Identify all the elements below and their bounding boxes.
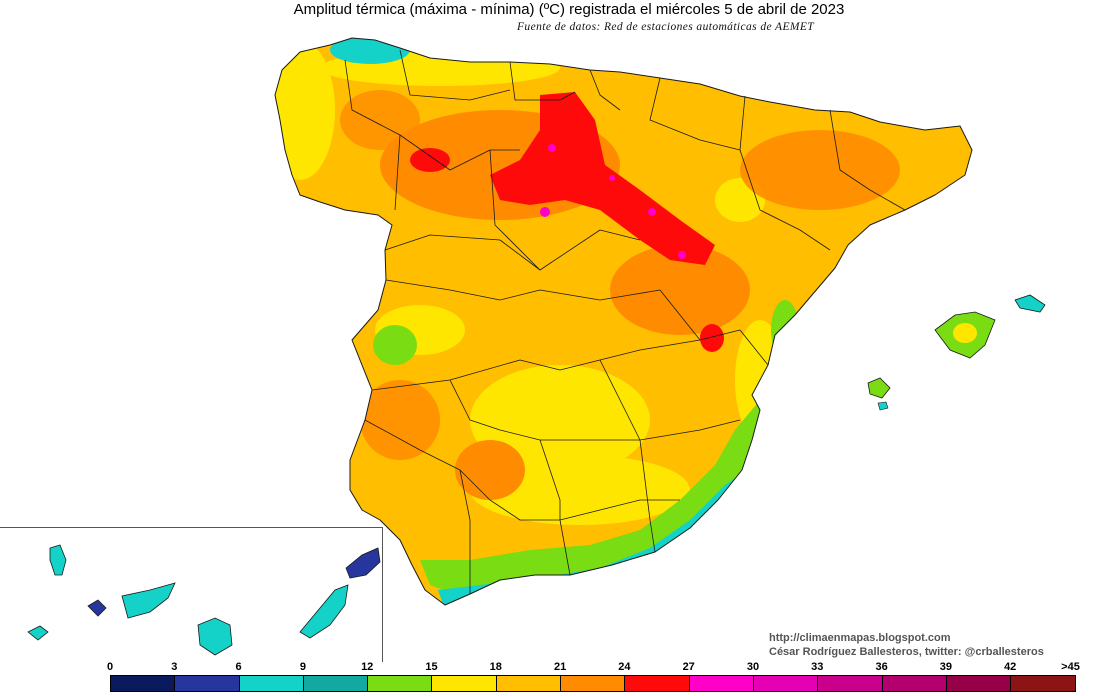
island-lanzarote [345, 547, 381, 579]
legend-tick-4: 12 [361, 661, 374, 673]
legend-tick-10: 30 [746, 661, 760, 673]
color-legend [110, 675, 1077, 692]
zone-red-cuenca [700, 324, 724, 352]
legend-swatch-2 [239, 676, 304, 691]
legend-tick-8: 24 [618, 661, 631, 673]
island-gran-canaria [197, 617, 233, 656]
island-tenerife [121, 582, 176, 619]
legend-swatch-9 [689, 676, 754, 691]
legend-tick-12: 36 [875, 661, 888, 673]
legend-tick-7: 21 [553, 661, 567, 673]
zone-yellow-andalucia [470, 455, 690, 525]
legend-swatch-4 [368, 676, 433, 691]
zone-teal-galicia [330, 38, 410, 64]
zone-yellow-south [470, 365, 650, 475]
canary-islands [27, 544, 381, 656]
spot-magenta-3 [648, 208, 656, 216]
island-la-gomera [87, 599, 107, 617]
legend-swatch-1 [175, 676, 240, 691]
canary-inset-frame [0, 527, 383, 662]
island-formentera [877, 401, 889, 411]
zone-orange-huelva [360, 380, 440, 460]
legend-tick-9: 27 [682, 661, 695, 673]
legend-swatch-3 [303, 676, 369, 691]
legend-swatch-11 [818, 676, 883, 691]
island-fuerteventura [299, 584, 349, 639]
legend-tick-14: 42 [1004, 661, 1017, 673]
legend-swatch-14 [1011, 676, 1076, 691]
zone-red-west [410, 148, 450, 172]
zone-orange-center [610, 245, 750, 335]
legend-swatch-12 [882, 676, 947, 691]
island-ibiza [867, 377, 891, 399]
legend-tick-0: 0 [106, 661, 114, 673]
region-boundaries [274, 37, 973, 606]
legend-swatch-0 [111, 676, 176, 691]
legend-ticks: 0 3 6 9 12 15 18 21 24 27 30 33 36 39 42 >45 [0, 661, 1098, 675]
legend-swatch-10 [753, 676, 819, 691]
zone-orange-catalonia [740, 130, 900, 210]
legend-tick-13: 39 [939, 661, 953, 673]
spot-magenta-2 [540, 207, 550, 217]
legend-swatch-7 [561, 676, 626, 691]
map-title: Amplitud térmica (máxima - mínima) (ºC) … [293, 1, 845, 18]
legend-tick-11: 33 [811, 661, 824, 673]
credit-author: César Rodríguez Ballesteros, twitter: @c… [769, 646, 1044, 658]
zone-yellow-galicia [275, 40, 335, 180]
legend-tick-5: 15 [425, 661, 438, 673]
legend-swatch-8 [625, 676, 690, 691]
island-la-palma [49, 544, 67, 576]
data-source: Fuente de datos: Red de estaciones autom… [517, 21, 815, 33]
spot-magenta-1 [548, 144, 556, 152]
island-el-hierro [27, 625, 49, 641]
zone-green-valencia [771, 300, 799, 360]
zone-red-core [490, 92, 715, 265]
legend-tick-3: 9 [299, 661, 306, 673]
legend-tick-2: 6 [235, 661, 242, 673]
legend-swatch-6 [496, 676, 562, 691]
zone-orange-sevilla [455, 440, 525, 500]
legend-tick-6: 18 [489, 661, 502, 673]
spot-magenta-5 [609, 175, 615, 181]
credits: http://climaenmapas.blogspot.com César R… [769, 631, 1044, 659]
legend-tick-1: 3 [171, 661, 178, 673]
island-menorca [1014, 294, 1046, 313]
zone-green-portugal-border [373, 325, 417, 365]
legend-swatch-13 [946, 676, 1012, 691]
zone-green-mediterranean [420, 400, 780, 600]
spot-magenta-4 [678, 251, 686, 259]
legend-swatch-5 [432, 676, 497, 691]
legend-tick-15: >45 [1061, 661, 1080, 673]
island-mallorca-interior [953, 323, 977, 343]
credit-url[interactable]: http://climaenmapas.blogspot.com [769, 632, 951, 644]
